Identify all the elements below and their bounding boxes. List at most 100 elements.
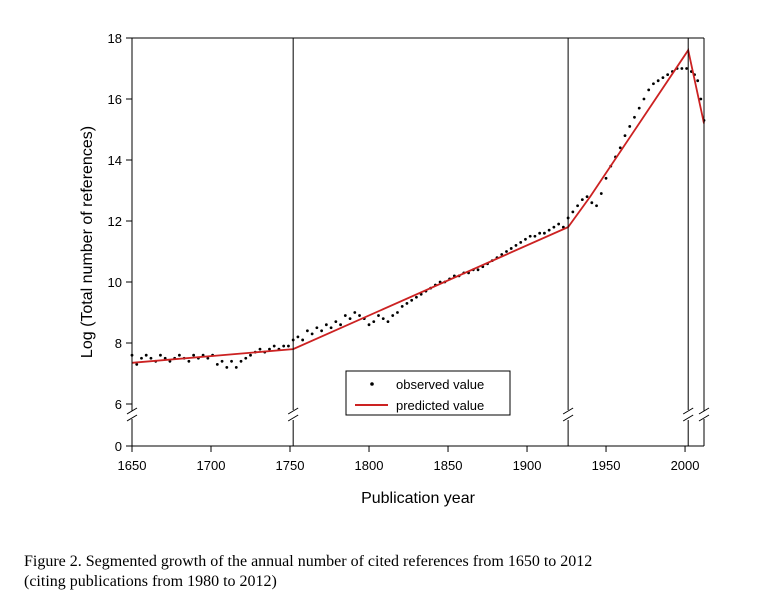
x-tick-label: 1950: [592, 458, 621, 473]
observed-point: [580, 198, 584, 202]
observed-point: [367, 323, 371, 327]
observed-point: [699, 97, 703, 101]
x-tick-label: 1800: [355, 458, 384, 473]
caption-line-2: (citing publications from 1980 to 2012): [24, 573, 277, 590]
observed-point: [178, 353, 181, 357]
axis-break-gap: [289, 411, 298, 419]
y-tick-label: 18: [108, 31, 122, 46]
observed-point: [576, 204, 579, 208]
observed-point: [168, 359, 172, 363]
axis-break-slash: [287, 407, 299, 415]
observed-point: [386, 320, 390, 324]
y-tick-label: 0: [115, 439, 122, 454]
x-tick-label: 1650: [118, 458, 147, 473]
y-tick-label: 6: [115, 397, 122, 412]
axis-break-slash: [126, 407, 138, 415]
observed-point: [396, 311, 399, 314]
x-tick-label: 2000: [671, 458, 700, 473]
observed-point: [239, 359, 243, 363]
observed-point: [524, 237, 527, 241]
observed-point: [358, 314, 361, 317]
observed-point: [500, 253, 504, 256]
observed-point: [571, 210, 575, 214]
observed-point: [192, 353, 196, 357]
axis-break-slash: [126, 414, 138, 422]
caption-line-1: Figure 2. Segmented growth of the annual…: [24, 553, 593, 570]
legend-dot-marker: [370, 382, 374, 386]
observed-point: [343, 314, 347, 317]
observed-point: [519, 240, 523, 244]
axis-break-slash: [562, 414, 574, 422]
axis-break-gap: [128, 411, 136, 419]
legend-label-predicted: predicted value: [396, 398, 484, 413]
y-axis-label: Log (Total number of references): [79, 126, 96, 358]
observed-point: [339, 323, 342, 327]
observed-point: [680, 67, 684, 70]
observed-point: [140, 356, 143, 360]
observed-point: [410, 298, 414, 302]
observed-point: [647, 88, 651, 92]
observed-point: [272, 344, 276, 348]
observed-point: [633, 115, 636, 119]
axis-break-slash: [682, 414, 694, 422]
observed-point: [628, 125, 632, 128]
observed-point: [310, 332, 314, 336]
observed-point: [353, 311, 357, 314]
observed-point: [206, 356, 210, 360]
observed-point: [585, 195, 589, 199]
observed-point: [604, 176, 608, 180]
observed-point: [305, 329, 309, 333]
axis-break-slash: [682, 407, 694, 415]
observed-point: [547, 228, 551, 232]
x-axis-label: Publication year: [361, 490, 476, 507]
observed-point: [287, 344, 290, 348]
observed-point: [296, 335, 300, 339]
observed-point: [637, 106, 641, 110]
axis-break-slash: [698, 407, 710, 415]
observed-point: [618, 146, 622, 150]
y-tick-label: 8: [115, 336, 122, 351]
y-tick-label: 16: [108, 92, 122, 107]
observed-point: [329, 326, 333, 330]
axis-break-slash: [287, 414, 299, 422]
y-tick-label: 10: [108, 275, 122, 290]
observed-point: [476, 268, 480, 272]
observed-point: [230, 359, 233, 363]
axes: 1650 1700 1750 1800 1850 1900 1950 2000 6 8 10 12 14…: [108, 31, 710, 473]
observed-point: [528, 234, 532, 238]
observed-point: [220, 359, 224, 363]
y-tick-label: 14: [108, 153, 122, 168]
observed-point: [543, 231, 546, 235]
observed-point: [301, 338, 305, 342]
observed-point: [348, 317, 352, 320]
observed-point: [159, 353, 162, 357]
observed-point: [552, 225, 556, 229]
observed-point: [595, 204, 598, 208]
observed-point: [225, 366, 229, 369]
predicted-line: [131, 47, 705, 364]
observed-point: [623, 134, 627, 138]
observed-point: [405, 301, 409, 305]
observed-point: [282, 344, 286, 348]
observed-point: [666, 73, 670, 76]
legend: observed value predicted value: [345, 370, 511, 416]
observed-point: [661, 76, 665, 80]
observed-point: [696, 79, 700, 83]
observed-point: [514, 244, 518, 247]
observed-point: [415, 295, 418, 299]
observed-point: [599, 192, 603, 195]
axis-break-slash: [698, 414, 710, 422]
plot-area: [130, 47, 706, 369]
observed-point: [187, 359, 191, 363]
observed-point: [215, 362, 219, 366]
axis-break-slash: [562, 407, 574, 415]
x-tick-label: 1900: [513, 458, 542, 473]
x-tick-label: 1750: [276, 458, 305, 473]
observed-point: [391, 314, 395, 317]
observed-point: [163, 356, 167, 360]
observed-point: [538, 231, 542, 235]
axis-break-gap: [700, 411, 708, 419]
observed-point: [377, 314, 380, 317]
observed-point: [590, 201, 594, 205]
